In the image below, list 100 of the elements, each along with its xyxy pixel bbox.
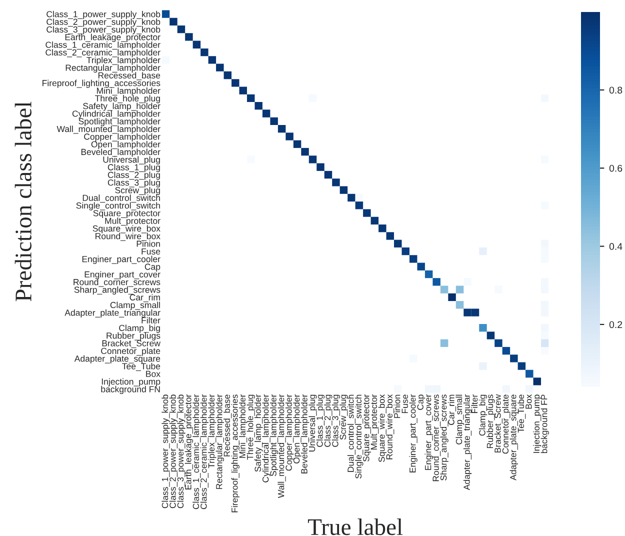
y-tick-label: Mult_protector (105, 218, 160, 226)
x-tick-label: Clamp_small (456, 394, 464, 444)
x-tick-label: background FP (540, 394, 549, 454)
y-tick-label: Fireproof_lighting_accessories (42, 80, 160, 88)
y-tick-label: Round_corner_screws (74, 278, 160, 287)
y-tick-label: Enginer_part_cover (84, 271, 160, 280)
x-tick-label: Screw_plug (340, 394, 348, 440)
y-tick-label: Dual_control_switch (82, 194, 160, 203)
y-tick-label: Copper_lampholder (84, 133, 160, 142)
y-tick-label: Car_rim (130, 294, 160, 302)
y-tick-label: Filter (142, 317, 160, 324)
y-axis-title: Prediction class label (14, 102, 32, 302)
y-tick-label: Box (146, 370, 160, 378)
x-tick-label: Cylindrical_lampholder (262, 394, 270, 482)
y-tick-label: Round_wire_box (96, 232, 160, 241)
y-tick-label: Screw_plug (115, 186, 160, 196)
x-tick-label: Enginer_part_cover (424, 394, 433, 470)
y-tick-label: Sharp_angled_screws (74, 286, 160, 295)
x-tick-label: Recessed_base (224, 394, 232, 456)
y-tick-label: Class_1_power_supply_knob (46, 10, 160, 19)
y-tick-label: Square_wire_box (92, 225, 160, 234)
y-tick-label: Three_hole_plug (95, 95, 160, 104)
x-tick-label: Round_wire_box (386, 394, 394, 460)
x-tick-label: Class_3_plug (332, 394, 340, 447)
x-tick-label: Sharp_angled_screws (440, 394, 448, 480)
x-tick-label: Mini_lampholder (239, 394, 248, 458)
y-tick-label: Square_protector (93, 210, 160, 218)
x-tick-label: Three_hole_plug (246, 394, 255, 460)
y-tick-label: Single_control_switch (76, 202, 160, 210)
y-tick-label: Tee_Tube (122, 362, 160, 372)
y-tick-label: Open_lampholder (91, 140, 160, 150)
y-tick-label: Rectangular_lampholder (66, 64, 160, 73)
x-tick-label: Filter (471, 394, 478, 413)
color-bar-label: 0.8 (609, 86, 622, 94)
y-tick-label: Wall_mounted_lampholder (56, 126, 160, 134)
y-tick-label: Safety_lamp_holder (83, 102, 160, 111)
x-tick-label: Adapter_plate_triangular (463, 394, 472, 490)
x-tick-label: Box (526, 394, 532, 409)
y-tick-label: Cap (144, 264, 160, 272)
y-tick-label: Bracket_Screw (102, 340, 161, 348)
color-bar-label: 0.2 (609, 321, 622, 328)
x-tick-label: Adapter_plate_square (510, 394, 518, 480)
y-tick-label: Class_1_plug (108, 164, 160, 172)
y-tick-label: Pinion (136, 240, 160, 247)
y-tick-label: Connetor_plate (101, 348, 160, 356)
color-bar-label: 0.6 (609, 164, 622, 172)
x-tick-label: Square_protector (363, 394, 371, 462)
x-tick-label: Car_rim (448, 394, 456, 425)
x-tick-label: Tee_Tube (518, 394, 526, 433)
x-tick-label: Mult_protector (370, 394, 379, 450)
y-tick-label: Recessed_base (98, 72, 160, 80)
y-tick-label: Clamp_big (119, 324, 160, 333)
color-bar-label: 0.4 (609, 243, 622, 250)
x-tick-label: Beveled_lampholder (300, 394, 310, 474)
x-tick-label: Fireproof_lighting_accessories (231, 394, 240, 512)
x-tick-label: Class_1_plug (316, 394, 325, 447)
y-tick-label: Earth_leakage_protector (65, 34, 160, 42)
x-tick-label: Rectangular_lampholder (216, 394, 224, 489)
y-tick-label: Adapter_plate_square (74, 355, 160, 364)
y-tick-label: Fuse (142, 248, 160, 255)
x-tick-label: Fuse (402, 394, 408, 414)
x-tick-label: Spotlight_lampholder (270, 394, 278, 476)
x-tick-label: Clamp_big (478, 394, 488, 436)
x-tick-label: Copper_lampholder (285, 394, 294, 471)
y-tick-label: Enginer_part_cooler (82, 256, 160, 264)
y-tick-label: Class_2_plug (108, 172, 160, 180)
x-tick-label: Injection_pump (533, 394, 542, 453)
y-tick-label: Clamp_small (110, 302, 160, 310)
y-tick-label: Beveled_lampholder (81, 148, 160, 157)
y-tick-label: Spotlight_lampholder (78, 118, 160, 126)
x-tick-label: Rubber_plugs (486, 394, 495, 448)
y-tick-label: Class_3_plug (108, 179, 160, 188)
y-tick-label: Rubber_plugs (106, 332, 160, 340)
x-tick-label: Open_lampholder (293, 394, 302, 464)
x-tick-label: Class_2_plug (324, 394, 332, 447)
x-tick-label: Safety_lamp_holder (254, 394, 263, 472)
y-tick-label: Triplex_lampholder (86, 56, 160, 65)
x-tick-label: Round_corner_screws (432, 394, 441, 482)
x-tick-label: Single_control_switch (355, 394, 364, 479)
x-tick-label: Cap (417, 394, 426, 410)
x-tick-label: Wall_mounted_lampholder (278, 394, 286, 498)
y-tick-label: Adapter_plate_triangular (64, 309, 160, 318)
y-tick-label: Class_1_ceramic_lampholder (46, 41, 160, 50)
x-tick-label: Pinion (394, 394, 400, 418)
y-tick-label: Class_3_power_supply_knob (46, 26, 160, 34)
y-tick-label: Mini_lampholder (97, 87, 160, 96)
x-axis-title: True label (308, 518, 403, 536)
y-tick-label: Cylindrical_lampholder (72, 110, 160, 118)
x-tick-label: Universal_plug (308, 394, 317, 452)
y-tick-label: Injection_pump (102, 378, 160, 386)
x-tick-label: Square_wire_box (378, 394, 386, 462)
x-tick-label: Connetor_plate (502, 394, 510, 454)
x-tick-label: Bracket_Screw (494, 394, 502, 452)
y-tick-label: background FN (101, 386, 160, 394)
y-tick-label: Class_2_power_supply_knob (46, 18, 160, 27)
y-tick-label: Universal_plug (103, 156, 160, 164)
x-tick-label: Triplex_lampholder (208, 394, 216, 468)
x-tick-label: Dual_control_switch (347, 394, 356, 472)
y-tick-label: Class_2_ceramic_lampholder (46, 49, 160, 58)
x-tick-label: Enginer_part_cooler (409, 394, 418, 472)
